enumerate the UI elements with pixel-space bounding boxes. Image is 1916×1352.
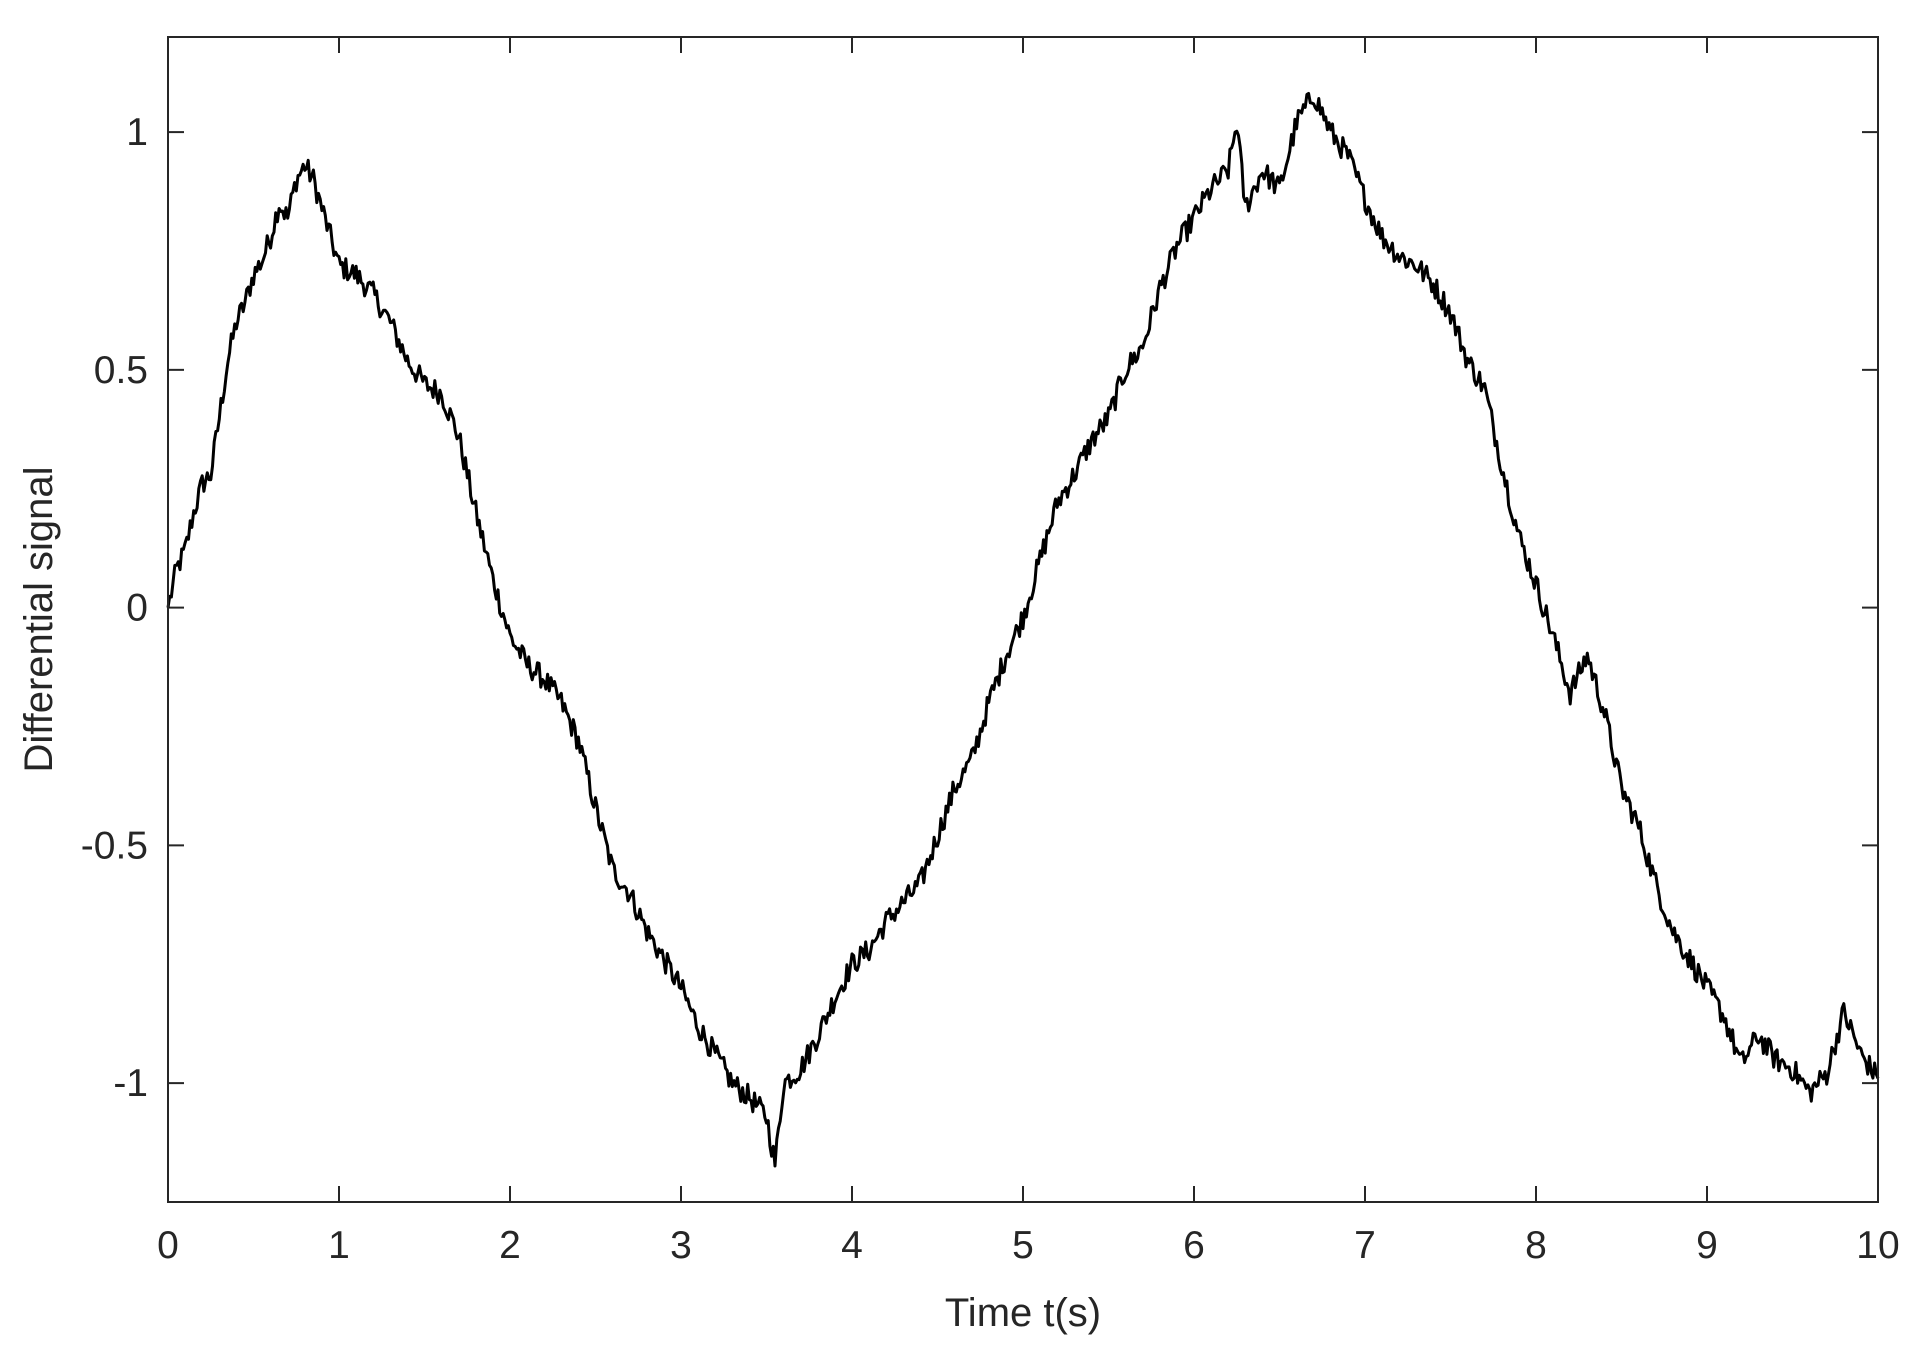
plot-frame — [167, 36, 1879, 1203]
y-tick-label: 0.5 — [94, 349, 148, 392]
x-tick-label: 6 — [1183, 1224, 1205, 1267]
tick-labels: 0 1 2 3 4 5 6 7 8 9 10 -1 -0.5 0 0.5 1 — [81, 111, 1900, 1267]
y-tick-label: -0.5 — [81, 824, 148, 867]
x-tick-label: 7 — [1354, 1224, 1376, 1267]
x-tick-label: 2 — [499, 1224, 521, 1267]
axis-ticks — [167, 37, 1879, 1202]
x-tick-label: 8 — [1525, 1224, 1547, 1267]
x-tick-label: 0 — [157, 1224, 179, 1267]
y-tick-label: -1 — [113, 1062, 148, 1105]
x-tick-label: 10 — [1856, 1224, 1899, 1267]
y-axis-label: Differential signal — [17, 466, 61, 772]
x-tick-label: 3 — [670, 1224, 692, 1267]
x-tick-label: 5 — [1012, 1224, 1034, 1267]
y-tick-label: 0 — [126, 587, 148, 630]
x-tick-label: 4 — [841, 1224, 863, 1267]
x-axis-label: Time t(s) — [945, 1291, 1101, 1335]
series-line — [166, 92, 1880, 1168]
y-tick-label: 1 — [126, 111, 148, 154]
x-tick-label: 9 — [1696, 1224, 1718, 1267]
x-tick-label: 1 — [328, 1224, 350, 1267]
